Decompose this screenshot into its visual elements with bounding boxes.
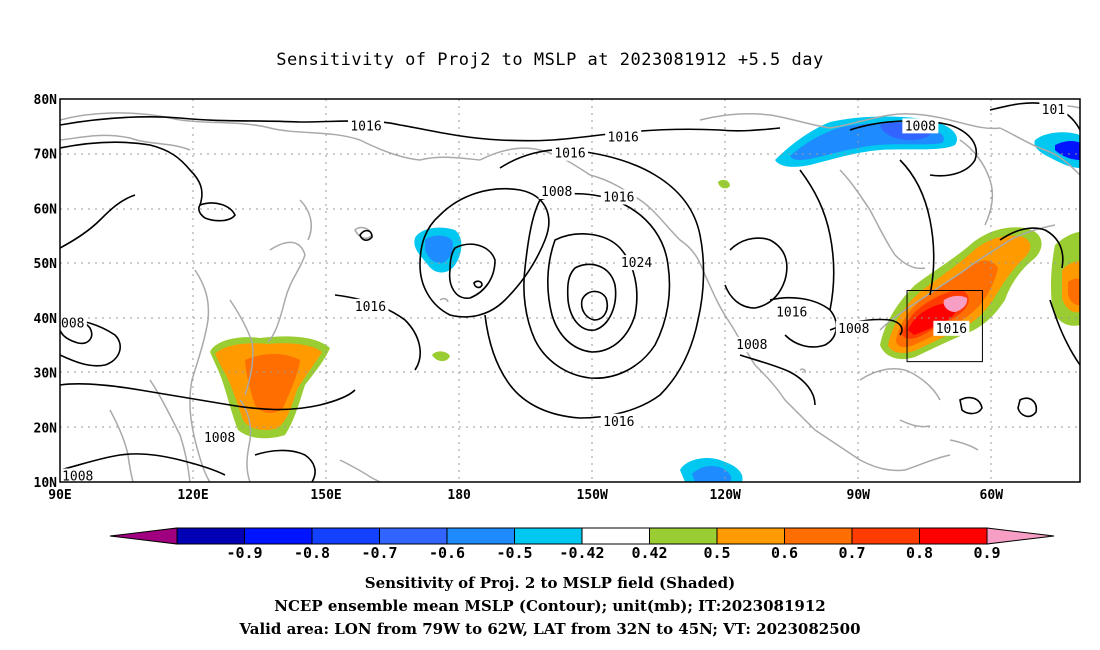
colorbar-tick-label: -0.42 bbox=[559, 544, 604, 562]
colorbar-high-arrow bbox=[986, 527, 1055, 545]
colorbar-tick-label: 0.9 bbox=[973, 544, 1000, 562]
lat-label: 30N bbox=[34, 367, 58, 382]
lon-label: 120W bbox=[710, 488, 741, 503]
lon-label: 90W bbox=[847, 488, 871, 503]
contour-label: 1016 bbox=[554, 147, 585, 162]
colorbar-low-arrow bbox=[109, 527, 178, 545]
contour-label: 1008 bbox=[204, 431, 235, 446]
contour-label: 1016 bbox=[350, 119, 381, 134]
lat-label: 80N bbox=[34, 93, 58, 108]
colorbar-swatch bbox=[851, 527, 920, 545]
contour-label-bg bbox=[1039, 101, 1068, 117]
colorbar-swatch bbox=[919, 527, 988, 545]
contour-label-bg bbox=[835, 320, 872, 336]
map-area: 1016 1016 1016 1008 1016 1024 1016 1016 1008 1016… bbox=[53, 99, 1080, 485]
colorbar-tick-label: 0.8 bbox=[906, 544, 933, 562]
latitude-labels: 80N 70N 60N 50N 40N 30N 20N 10N bbox=[34, 93, 58, 491]
contour-label-bg bbox=[600, 413, 637, 429]
contour-label: 1008 bbox=[905, 119, 936, 134]
contour-labels: 1016 1016 1016 1008 1016 1024 1016 1016 1008 1016… bbox=[53, 101, 1068, 485]
colorbar-tick-label: -0.8 bbox=[294, 544, 330, 562]
contour-label-bg bbox=[60, 315, 87, 331]
contour-label: 1008 bbox=[838, 322, 869, 337]
map-frame bbox=[59, 98, 1081, 483]
colorbar-swatch bbox=[716, 527, 785, 545]
caption-line-2: NCEP ensemble mean MSLP (Contour); unit(… bbox=[274, 597, 826, 615]
contour-label-bg bbox=[538, 184, 575, 200]
contour-label-bg bbox=[933, 320, 970, 336]
colorbar-tick-label: 0.42 bbox=[631, 544, 667, 562]
contour-label: 1008 bbox=[62, 470, 93, 485]
colorbar-labels: -0.9 -0.8 -0.7 -0.6 -0.5 -0.42 0.42 0.5 0.6 0.7 0.… bbox=[226, 544, 1000, 562]
colorbar-tick-label: 0.5 bbox=[703, 544, 730, 562]
contour-label-bg bbox=[902, 118, 939, 134]
contour-label-bg bbox=[618, 255, 655, 271]
colorbar-swatch bbox=[244, 527, 313, 545]
contour-label: 1016 bbox=[603, 190, 634, 205]
colorbar-tick-label: -0.6 bbox=[429, 544, 465, 562]
colorbar-swatch bbox=[514, 527, 583, 545]
contour-label: 1024 bbox=[621, 256, 652, 271]
caption-line-1: Sensitivity of Proj. 2 to MSLP field (Sh… bbox=[364, 574, 736, 592]
contour-label-bg bbox=[60, 468, 96, 482]
lat-label: 60N bbox=[34, 202, 58, 217]
contour-label: 1016 bbox=[355, 300, 386, 315]
contour-label-bg bbox=[201, 430, 238, 446]
lon-label: 90E bbox=[48, 488, 71, 503]
contour-label-bg bbox=[348, 118, 384, 134]
colorbar-tick-label: -0.5 bbox=[496, 544, 532, 562]
colorbar-swatch bbox=[784, 527, 853, 545]
lon-label: 180 bbox=[447, 488, 471, 503]
contour-label: 1008 bbox=[541, 185, 572, 200]
lat-label: 20N bbox=[34, 421, 58, 436]
contour-label: 1016 bbox=[603, 415, 634, 430]
map-title: Sensitivity of Proj2 to MSLP at 20230819… bbox=[276, 50, 824, 70]
lat-label: 70N bbox=[34, 148, 58, 163]
contour-label-bg bbox=[600, 189, 637, 205]
colorbar-swatch bbox=[581, 527, 650, 545]
colorbar-tick-label: 0.7 bbox=[838, 544, 865, 562]
contour-label-bg bbox=[733, 337, 770, 353]
sensitivity-shading bbox=[210, 116, 1080, 482]
colorbar-tick-label: 0.6 bbox=[771, 544, 798, 562]
caption-line-3: Valid area: LON from 79W to 62W, LAT fro… bbox=[239, 620, 861, 638]
contour-label: 1008 bbox=[736, 338, 767, 353]
lon-label: 120E bbox=[177, 488, 208, 503]
mslp-contours bbox=[60, 102, 1080, 482]
positive-sensitivity-east-asia bbox=[210, 336, 330, 439]
lat-label: 10N bbox=[34, 476, 58, 491]
lat-label: 50N bbox=[34, 257, 58, 272]
colorbar-swatch bbox=[446, 527, 515, 545]
colorbar-tick-label: -0.7 bbox=[361, 544, 397, 562]
contour-label: 101 bbox=[1042, 103, 1065, 118]
contour-label: 1016 bbox=[608, 130, 639, 145]
lon-label: 150E bbox=[310, 488, 341, 503]
colorbar-swatch bbox=[311, 527, 380, 545]
contour-label: 1016 bbox=[936, 322, 967, 337]
contour-label-bg bbox=[773, 304, 810, 320]
contour-label: 1008 bbox=[53, 316, 84, 331]
contour-label-bg bbox=[605, 129, 642, 145]
longitude-labels: 90E 120E 150E 180 150W 120W 90W 60W bbox=[48, 488, 1003, 503]
contour-label: 1016 bbox=[776, 305, 807, 320]
coastlines bbox=[60, 105, 1080, 482]
lat-label: 40N bbox=[34, 312, 58, 327]
lon-label: 150W bbox=[577, 488, 608, 503]
contour-label-bg bbox=[352, 298, 389, 314]
colorbar-swatch bbox=[649, 527, 718, 545]
colorbar bbox=[109, 527, 1055, 545]
valid-area-box bbox=[906, 290, 983, 363]
contour-label-bg bbox=[552, 145, 588, 161]
positive-sensitivity-north-america bbox=[432, 179, 1080, 362]
colorbar-tick-label: -0.9 bbox=[226, 544, 262, 562]
colorbar-swatch bbox=[379, 527, 448, 545]
lon-label: 60W bbox=[980, 488, 1004, 503]
colorbar-swatch bbox=[176, 527, 245, 545]
